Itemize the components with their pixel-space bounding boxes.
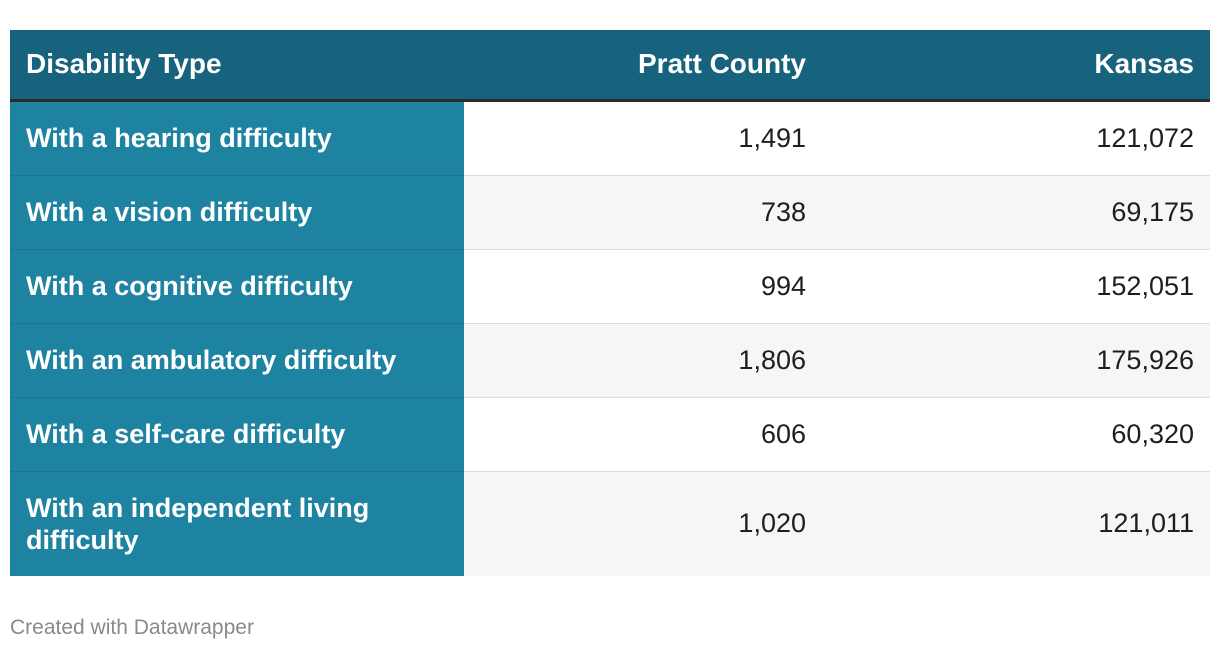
pratt-county-value: 1,491 [464, 100, 822, 176]
data-table-container: Disability Type Pratt County Kansas With… [10, 30, 1210, 576]
table-body: With a hearing difficulty 1,491 121,072 Wit… [10, 100, 1210, 576]
row-label: With a vision difficulty [10, 175, 464, 250]
row-label: With a self-care difficulty [10, 397, 464, 472]
table-row: With an independent living difficulty 1,0… [10, 471, 1210, 576]
footer-credit: Created with Datawrapper [10, 616, 254, 639]
row-label: With an independent living difficulty [10, 471, 464, 576]
disability-table: Disability Type Pratt County Kansas With… [10, 30, 1210, 576]
header-row: Disability Type Pratt County Kansas [10, 30, 1210, 102]
kansas-value: 175,926 [822, 323, 1210, 398]
pratt-county-value: 994 [464, 249, 822, 324]
pratt-county-value: 1,806 [464, 323, 822, 398]
table-row: With a self-care difficulty 606 60,320 [10, 397, 1210, 472]
column-header-disability-type[interactable]: Disability Type [10, 30, 464, 102]
pratt-county-value: 1,020 [464, 471, 822, 576]
table-header: Disability Type Pratt County Kansas [10, 30, 1210, 102]
table-row: With a cognitive difficulty 994 152,051 [10, 249, 1210, 324]
pratt-county-value: 738 [464, 175, 822, 250]
kansas-value: 69,175 [822, 175, 1210, 250]
table-row: With a hearing difficulty 1,491 121,072 [10, 100, 1210, 176]
column-header-pratt-county[interactable]: Pratt County [464, 30, 822, 102]
column-header-kansas[interactable]: Kansas [822, 30, 1210, 102]
kansas-value: 60,320 [822, 397, 1210, 472]
pratt-county-value: 606 [464, 397, 822, 472]
row-label: With an ambulatory difficulty [10, 323, 464, 398]
row-label: With a hearing difficulty [10, 100, 464, 176]
kansas-value: 152,051 [822, 249, 1210, 324]
row-label: With a cognitive difficulty [10, 249, 464, 324]
table-row: With a vision difficulty 738 69,175 [10, 175, 1210, 250]
kansas-value: 121,072 [822, 100, 1210, 176]
kansas-value: 121,011 [822, 471, 1210, 576]
table-row: With an ambulatory difficulty 1,806 175,92… [10, 323, 1210, 398]
